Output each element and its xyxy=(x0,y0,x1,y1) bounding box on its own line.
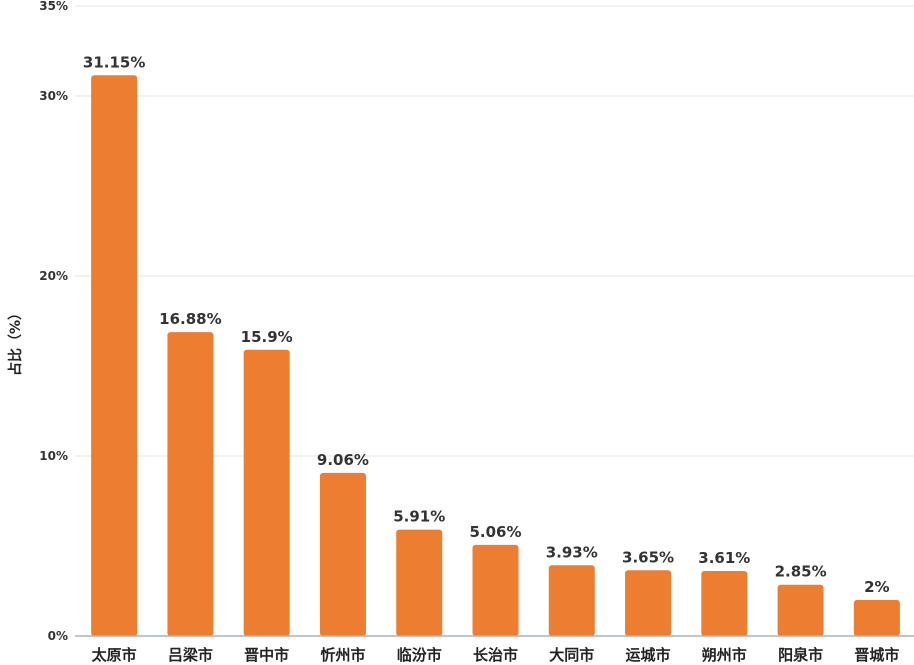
y-tick-label: 0% xyxy=(48,629,68,643)
bars xyxy=(91,75,900,637)
y-axis-title: 占比（%） xyxy=(7,306,24,376)
bar xyxy=(319,472,366,636)
x-category-label: 晋中市 xyxy=(244,646,289,664)
data-label: 3.93% xyxy=(546,543,598,561)
y-tick-label: 35% xyxy=(39,0,68,13)
y-axis-ticks: 0% 10% 20% 30% 35% xyxy=(39,0,68,643)
y-tick-label: 10% xyxy=(39,449,68,463)
y-tick-label: 20% xyxy=(39,269,68,283)
x-category-label: 大同市 xyxy=(549,646,594,664)
bar xyxy=(243,349,290,636)
data-label: 2.85% xyxy=(775,563,827,581)
x-axis-categories: 太原市 吕梁市 晋中市 忻州市 临汾市 长治市 大同市 运城市 朔州市 阳泉市 晋城市 xyxy=(92,646,900,664)
x-category-label: 阳泉市 xyxy=(778,646,823,664)
bar xyxy=(167,332,214,636)
gridlines xyxy=(75,5,914,457)
data-label: 3.61% xyxy=(698,549,750,567)
bar xyxy=(701,571,748,636)
bar xyxy=(777,584,824,636)
y-tick-label: 30% xyxy=(39,89,68,103)
data-label: 5.06% xyxy=(469,523,521,541)
x-category-label: 忻州市 xyxy=(320,646,365,664)
data-label: 2% xyxy=(864,578,889,596)
x-category-label: 长治市 xyxy=(473,646,518,664)
bar xyxy=(396,529,443,636)
x-category-label: 晋城市 xyxy=(854,646,899,664)
bar xyxy=(472,544,519,636)
data-labels: 31.15% 16.88% 15.9% 9.06% 5.91% 5.06% 3.93% 3.6… xyxy=(83,53,890,596)
x-category-label: 太原市 xyxy=(92,646,137,664)
bar xyxy=(548,565,595,636)
data-label: 5.91% xyxy=(393,508,445,526)
bar xyxy=(853,600,900,636)
data-label: 16.88% xyxy=(159,310,221,328)
x-category-label: 临汾市 xyxy=(397,646,442,664)
data-label: 31.15% xyxy=(83,53,145,71)
data-label: 3.65% xyxy=(622,548,674,566)
x-category-label: 朔州市 xyxy=(702,646,747,664)
bar xyxy=(91,75,138,637)
x-category-label: 运城市 xyxy=(626,646,671,664)
bar xyxy=(625,570,672,636)
x-category-label: 吕梁市 xyxy=(168,646,213,664)
data-label: 9.06% xyxy=(317,451,369,469)
data-label: 15.9% xyxy=(241,328,293,346)
